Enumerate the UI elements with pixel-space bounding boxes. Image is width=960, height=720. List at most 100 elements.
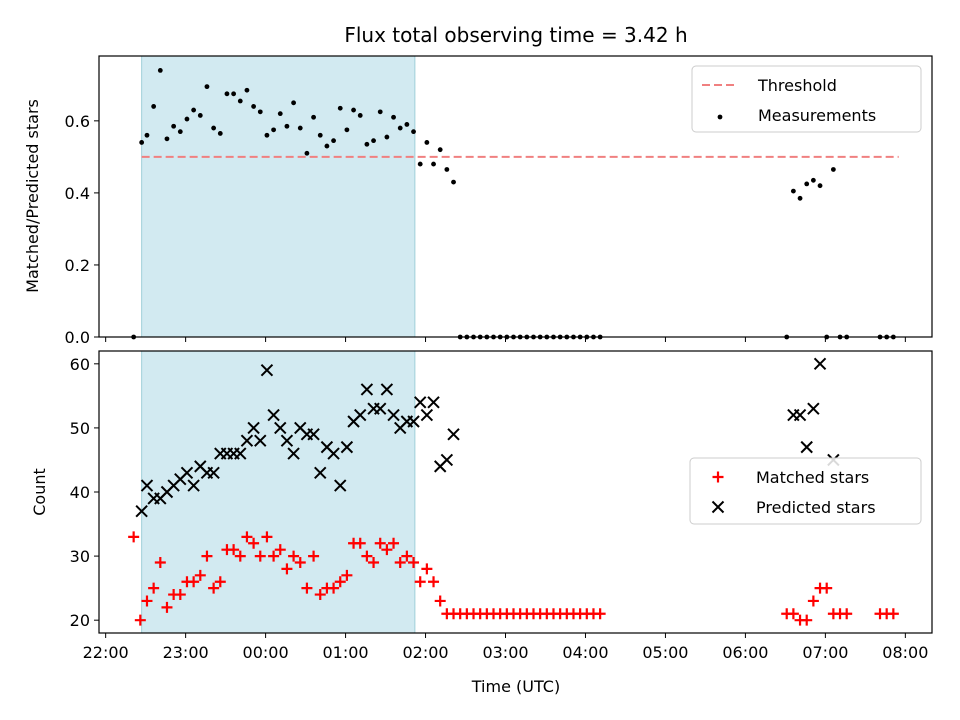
data-point: [394, 557, 406, 568]
data-point: [271, 127, 276, 133]
data-point: [154, 557, 166, 568]
data-point: [377, 109, 383, 115]
data-point: [810, 177, 816, 183]
x-tick-label: 03:00: [482, 643, 528, 662]
data-point: [288, 550, 300, 562]
data-point: [217, 131, 223, 136]
data-point: [274, 421, 287, 435]
data-point: [361, 550, 373, 562]
data-point: [331, 138, 336, 144]
bottom-legend: Matched stars Predicted stars: [689, 457, 922, 525]
data-point: [421, 563, 433, 575]
data-point: [413, 396, 427, 409]
data-point: [267, 408, 280, 422]
data-point: [807, 402, 820, 415]
data-point: [208, 582, 220, 594]
data-point: [187, 479, 200, 492]
data-point: [787, 608, 799, 620]
data-point: [381, 544, 393, 556]
data-point: [260, 364, 274, 377]
data-point: [197, 113, 203, 118]
data-point: [388, 537, 400, 549]
data-point: [311, 114, 316, 120]
data-point: [391, 114, 396, 120]
top-shaded-span: [141, 55, 416, 338]
data-point: [440, 453, 454, 467]
data-point: [374, 402, 387, 415]
data-point: [140, 479, 154, 492]
data-point: [297, 125, 303, 131]
data-point: [407, 415, 420, 428]
data-point: [404, 122, 410, 127]
data-point: [424, 140, 430, 145]
data-point: [287, 447, 300, 460]
top-axes-frame: [98, 55, 933, 338]
data-point: [291, 100, 296, 106]
data-point: [307, 428, 320, 441]
chart-title: Flux total observing time = 3.42 h: [344, 23, 687, 47]
data-point: [428, 576, 440, 588]
y-tick-label: 0.4: [65, 184, 90, 203]
top-legend: Threshold Measurements: [691, 65, 922, 133]
x-tick-label: 08:00: [882, 643, 928, 662]
data-point: [254, 550, 266, 562]
data-point: [841, 608, 853, 620]
bottom-shaded-span: [141, 350, 416, 634]
data-point: [364, 141, 370, 147]
bottom-y-axis-label: Count: [30, 468, 49, 516]
data-point: [340, 440, 354, 454]
data-point: [414, 576, 426, 588]
data-point: [790, 188, 796, 194]
data-point: [800, 440, 813, 454]
bottom-legend-box: [689, 457, 922, 525]
data-point: [371, 138, 376, 144]
x-tick-label: 04:00: [562, 643, 608, 662]
data-point: [807, 595, 819, 607]
x-tick-label: 00:00: [243, 643, 289, 662]
data-point: [294, 557, 306, 568]
legend-label: Matched stars: [756, 468, 869, 487]
data-point: [797, 195, 803, 201]
data-point: [174, 589, 186, 601]
x-tick-label: 22:00: [83, 643, 129, 662]
data-point: [327, 447, 340, 460]
x-tick-label: 02:00: [402, 643, 448, 662]
data-point: [447, 428, 460, 441]
data-point: [401, 550, 413, 562]
y-tick-label: 20: [70, 611, 90, 630]
data-point: [354, 408, 367, 422]
legend-label: Threshold: [757, 76, 837, 95]
data-point: [301, 582, 313, 594]
data-point: [157, 68, 163, 73]
data-point: [368, 557, 380, 568]
y-tick-label: 50: [70, 419, 90, 438]
data-point: [334, 479, 347, 492]
x-tick-label: 06:00: [722, 643, 768, 662]
data-point: [817, 183, 823, 189]
y-tick-label: 0.0: [65, 328, 90, 347]
bottom-panel: 20 30 40 50 60 22:00 23:00 00:00 01:00 02:00 03:00…: [70, 350, 933, 662]
data-point: [437, 147, 443, 153]
bottom-series-1: [135, 357, 840, 518]
data-point: [228, 544, 240, 556]
x-tick-label: 23:00: [163, 643, 209, 662]
data-point: [351, 107, 356, 113]
data-point: [214, 576, 226, 588]
data-point: [151, 104, 157, 109]
x-tick-label: 05:00: [642, 643, 688, 662]
data-point: [594, 608, 606, 620]
data-point: [241, 531, 253, 543]
data-point: [317, 132, 323, 138]
data-point: [234, 550, 246, 562]
legend-label: Measurements: [758, 106, 876, 125]
data-point: [194, 569, 206, 581]
data-point: [128, 531, 140, 543]
data-point: [793, 408, 807, 422]
data-point: [191, 107, 197, 113]
data-point: [254, 434, 267, 447]
data-point: [830, 167, 836, 172]
data-point: [341, 569, 353, 581]
data-point: [164, 136, 170, 142]
data-point: [257, 109, 263, 115]
y-tick-label: 40: [70, 483, 90, 502]
